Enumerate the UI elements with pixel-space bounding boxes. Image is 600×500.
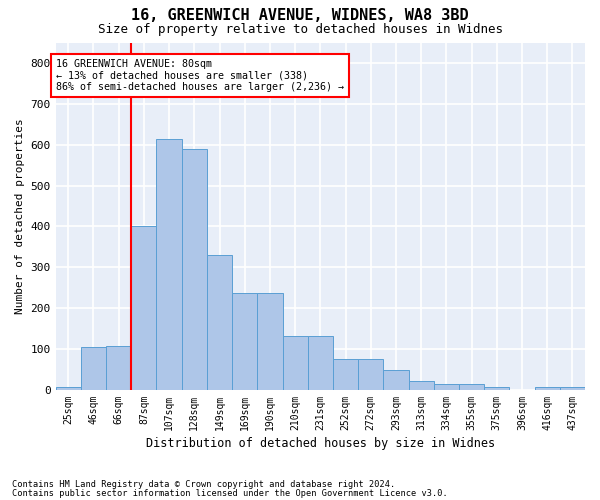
Bar	[56, 386, 81, 390]
Bar	[131, 226, 157, 390]
X-axis label: Distribution of detached houses by size in Widnes: Distribution of detached houses by size …	[146, 437, 495, 450]
Bar	[459, 384, 484, 390]
Bar	[207, 255, 232, 390]
Bar	[283, 336, 308, 390]
Text: 16, GREENWICH AVENUE, WIDNES, WA8 3BD: 16, GREENWICH AVENUE, WIDNES, WA8 3BD	[131, 8, 469, 22]
Text: Contains HM Land Registry data © Crown copyright and database right 2024.: Contains HM Land Registry data © Crown c…	[12, 480, 395, 489]
Bar	[560, 386, 585, 390]
Y-axis label: Number of detached properties: Number of detached properties	[15, 118, 25, 314]
Bar	[106, 346, 131, 390]
Bar	[232, 292, 257, 390]
Bar	[383, 370, 409, 390]
Bar	[81, 347, 106, 390]
Text: Contains public sector information licensed under the Open Government Licence v3: Contains public sector information licen…	[12, 488, 448, 498]
Bar	[484, 386, 509, 390]
Bar	[434, 384, 459, 390]
Text: 16 GREENWICH AVENUE: 80sqm
← 13% of detached houses are smaller (338)
86% of sem: 16 GREENWICH AVENUE: 80sqm ← 13% of deta…	[56, 59, 344, 92]
Bar	[535, 386, 560, 390]
Bar	[308, 336, 333, 390]
Bar	[182, 149, 207, 390]
Bar	[333, 360, 358, 390]
Bar	[409, 381, 434, 390]
Bar	[157, 139, 182, 390]
Bar	[358, 360, 383, 390]
Text: Size of property relative to detached houses in Widnes: Size of property relative to detached ho…	[97, 22, 503, 36]
Bar	[257, 292, 283, 390]
